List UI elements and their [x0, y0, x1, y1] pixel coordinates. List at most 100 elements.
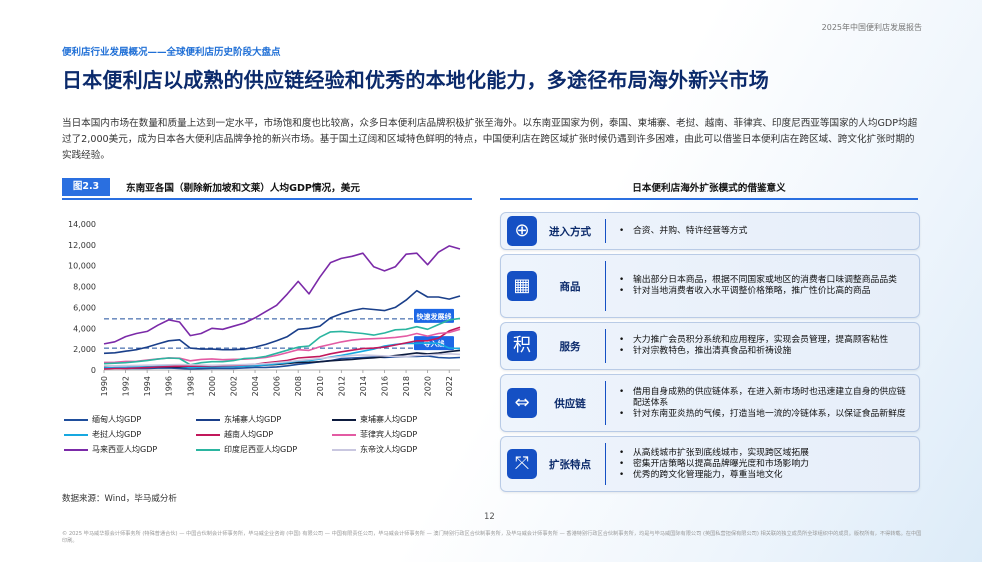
expansion-card: 积 服务 大力推广会员积分系统和应用程序，实现会员管理，提高顾客粘性针对宗教特色，推…: [500, 322, 920, 370]
series-line: [103, 245, 461, 345]
card-divider: [605, 261, 606, 311]
card-bullets: 借用自身成熟的供应链体系，在进入新市场时也迅速建立自身的供应链配送体系针对东南亚…: [619, 387, 911, 420]
y-tick-label: 4,000: [73, 324, 96, 333]
card-bullet: 从高线城市扩张到底线城市，实现跨区域拓展: [619, 448, 911, 459]
series-line: [103, 326, 461, 370]
legend-label: 马来西亚人均GDP: [92, 445, 158, 454]
legend-item: 菲律宾人均GDP: [332, 429, 417, 440]
legend-swatch: [196, 448, 220, 451]
card-title: 商品: [559, 281, 581, 293]
card-bullet: 借用自身成熟的供应链体系，在进入新市场时也迅速建立自身的供应链配送体系: [619, 387, 911, 409]
section-label: 便利店行业发展概况——全球便利店历史阶段大盘点: [62, 47, 281, 58]
legend-label: 缅甸人均GDP: [92, 415, 142, 424]
points-coin-icon: 积: [507, 331, 537, 361]
card-divider: [605, 219, 606, 243]
legend-swatch: [64, 433, 88, 436]
page-number: 12: [484, 512, 495, 522]
expansion-card: ⇔ 供应链 借用自身成熟的供应链体系，在进入新市场时也迅速建立自身的供应链配送体系针…: [500, 374, 920, 432]
card-divider: [605, 443, 606, 485]
series-line: [103, 289, 461, 355]
x-tick-label: 2016: [380, 376, 389, 396]
card-bullets: 输出部分日本商品，根据不同国家或地区的消费者口味调整商品品类针对当地消费者收入水…: [619, 275, 911, 297]
grid-plus-icon: ▦: [507, 271, 537, 301]
legend-swatch: [196, 433, 220, 436]
expand-arrows-icon: ⤧: [507, 449, 537, 479]
x-tick-label: 2004: [251, 376, 260, 396]
plus-circle-icon: ⊕: [507, 216, 537, 246]
card-bullet: 针对当地消费者收入水平调整价格策略，推广性价比高的商品: [619, 286, 911, 297]
right-title-rule: [500, 198, 918, 200]
legend-label: 东埔寨人均GDP: [224, 415, 282, 424]
legend-swatch: [196, 418, 220, 421]
right-panel-title: 日本便利店海外扩张模式的借鉴意义: [632, 183, 786, 194]
x-tick-label: 2022: [445, 376, 454, 396]
x-tick-label: 2002: [229, 376, 238, 396]
card-divider: [605, 329, 606, 363]
x-tick-label: 1994: [143, 376, 152, 396]
legend-swatch: [332, 418, 356, 421]
link-icon: ⇔: [507, 388, 537, 418]
legend-label: 菲律宾人均GDP: [360, 430, 418, 439]
legend-item: 东帝汶人均GDP: [332, 444, 417, 455]
legend-label: 印度尼西亚人均GDP: [224, 445, 298, 454]
legend-item: 东埔寨人均GDP: [196, 414, 281, 425]
legend-swatch: [332, 433, 356, 436]
x-tick-label: 2014: [359, 376, 368, 396]
legend-item: 老挝人均GDP: [64, 429, 141, 440]
card-bullet: 合资、并购、特许经营等方式: [619, 226, 911, 237]
card-title: 服务: [559, 341, 581, 353]
x-tick-label: 1990: [100, 376, 109, 396]
x-tick-label: 2012: [337, 376, 346, 396]
legend-swatch: [64, 418, 88, 421]
x-tick-label: 2020: [424, 376, 433, 396]
series-line: [103, 328, 461, 364]
expansion-card: ⤧ 扩张特点 从高线城市扩张到底线城市，实现跨区域拓展密集开店策略以提高品牌曝光度和…: [500, 436, 920, 492]
legend-item: 越南人均GDP: [196, 429, 273, 440]
chart-tag: 图2.3: [62, 178, 110, 196]
x-tick-label: 1998: [186, 376, 195, 396]
y-tick-label: 10,000: [68, 262, 96, 271]
page-title: 日本便利店以成熟的供应链经验和优秀的本地化能力，多途径布局海外新兴市场: [62, 68, 769, 92]
card-title: 供应链: [554, 398, 586, 410]
series-line: [103, 317, 461, 366]
series-line: [104, 353, 461, 367]
card-bullet: 优秀的跨文化管理能力，尊重当地文化: [619, 470, 911, 481]
y-tick-label: 12,000: [68, 241, 96, 250]
y-tick-label: 2,000: [73, 345, 96, 354]
card-bullets: 合资、并购、特许经营等方式: [619, 226, 911, 237]
card-title: 扩张特点: [549, 459, 591, 471]
expansion-card: ⊕ 进入方式 合资、并购、特许经营等方式: [500, 212, 920, 250]
x-tick-label: 1996: [165, 376, 174, 396]
card-bullet: 针对宗教特色，推出清真食品和祈祷设施: [619, 346, 911, 357]
legend-swatch: [332, 448, 356, 451]
card-bullet: 大力推广会员积分系统和应用程序，实现会员管理，提高顾客粘性: [619, 335, 911, 346]
card-title: 进入方式: [549, 226, 591, 238]
card-bullet: 针对东南亚炎热的气候，打造当地一流的冷链体系，以保证食品新鲜度: [619, 409, 911, 420]
gdp-line-chart: 0 2,000 4,000 6,000 8,000 10,000 12,000 14,000 1…: [68, 220, 461, 396]
card-bullet: 密集开店策略以提高品牌曝光度和市场影响力: [619, 459, 911, 470]
chart-title: 东南亚各国（剔除新加坡和文莱）人均GDP情况，美元: [126, 183, 360, 194]
report-name: 2025年中国便利店发展报告: [821, 23, 922, 32]
legend-swatch: [64, 448, 88, 451]
reference-line-badge: [414, 308, 454, 323]
reference-line-label: 快速发展线: [417, 312, 452, 321]
y-tick-label: 6,000: [73, 303, 96, 312]
y-tick-label: 8,000: [73, 283, 96, 292]
x-tick-label: 1992: [122, 376, 131, 396]
legend-label: 柬埔寨人均GDP: [360, 415, 418, 424]
x-tick-label: 2000: [208, 376, 217, 396]
legend-label: 东帝汶人均GDP: [360, 445, 418, 454]
x-tick-label: 2006: [273, 376, 282, 396]
card-divider: [605, 381, 606, 425]
y-tick-label: 14,000: [68, 220, 96, 229]
legend-item: 印度尼西亚人均GDP: [196, 444, 297, 455]
legend-item: 柬埔寨人均GDP: [332, 414, 417, 425]
legend-item: 马来西亚人均GDP: [64, 444, 157, 455]
intro-paragraph: 当日本国内市场在数量和质量上达到一定水平，市场饱和度也比较高，众多日本便利店品牌…: [62, 118, 918, 161]
legend-label: 老挝人均GDP: [92, 430, 142, 439]
legend-item: 缅甸人均GDP: [64, 414, 141, 425]
legend-label: 越南人均GDP: [224, 430, 274, 439]
card-bullets: 从高线城市扩张到底线城市，实现跨区域拓展密集开店策略以提高品牌曝光度和市场影响力…: [619, 448, 911, 481]
x-tick-label: 2010: [316, 376, 325, 396]
y-tick-label: 0: [91, 366, 96, 375]
